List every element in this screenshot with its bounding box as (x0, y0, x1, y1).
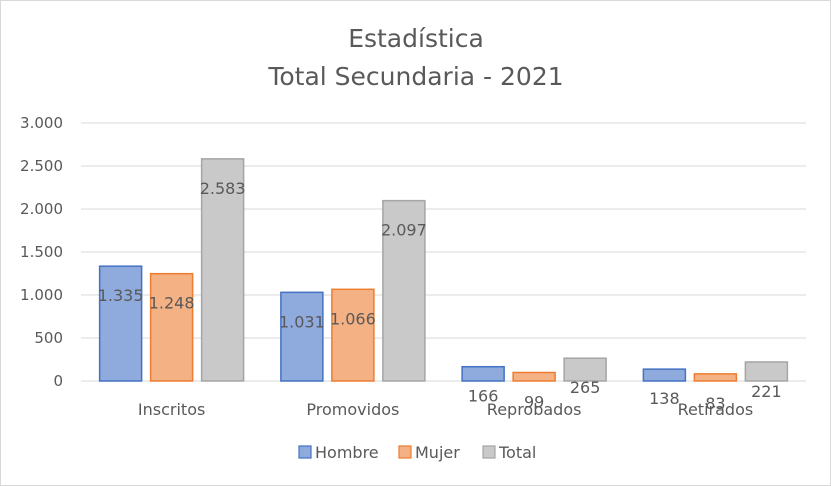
y-tick-label: 500 (34, 329, 63, 347)
chart-title-line-2: Total Secundaria - 2021 (267, 62, 563, 91)
legend: Hombre Mujer Total (298, 443, 536, 462)
y-tick-label: 2.500 (20, 157, 63, 175)
data-label: 138 (649, 389, 680, 408)
legend-label: Mujer (415, 443, 460, 462)
bar-total-retirados (744, 361, 789, 382)
data-label: 83 (705, 394, 725, 413)
y-axis-tick-labels: 0 500 1.000 1.500 2.000 2.500 3.000 (20, 114, 63, 390)
y-tick-label: 1.000 (20, 286, 63, 304)
bar-mujer-reprobados (512, 371, 556, 382)
legend-swatch-mujer (398, 445, 412, 459)
bar-hombre-reprobados (461, 365, 505, 382)
data-label: 221 (751, 382, 782, 401)
bar-mujer-inscritos (149, 272, 194, 382)
legend-swatch-hombre (298, 445, 312, 459)
data-label: 99 (524, 392, 544, 411)
data-label: 2.097 (381, 221, 427, 240)
y-tick-label: 1.500 (20, 243, 63, 261)
bars (98, 158, 789, 382)
bar-hombre-promovidos (280, 291, 324, 382)
y-tick-label: 2.000 (20, 200, 63, 218)
legend-label: Hombre (315, 443, 379, 462)
data-label: 1.066 (330, 309, 376, 328)
category-labels: Inscritos Promovidos Reprobados Retirados (138, 400, 753, 419)
category-label: Reprobados (487, 400, 582, 419)
category-label: Inscritos (138, 400, 205, 419)
bar-mujer-retirados (693, 373, 738, 382)
data-label: 2.583 (200, 179, 246, 198)
legend-label: Total (498, 443, 536, 462)
bar-total-inscritos (200, 158, 245, 382)
bar-hombre-retirados (642, 368, 687, 382)
bar-mujer-promovidos (331, 288, 375, 382)
y-tick-label: 0 (53, 372, 63, 390)
data-label: 1.248 (149, 294, 195, 313)
legend-swatch-total (482, 445, 496, 459)
data-label: 166 (468, 387, 499, 406)
category-label: Retirados (678, 400, 754, 419)
chart-title-line-1: Estadística (348, 24, 484, 53)
data-label: 265 (570, 378, 601, 397)
category-label: Promovidos (306, 400, 399, 419)
y-tick-label: 3.000 (20, 114, 63, 132)
bar-total-promovidos (382, 199, 426, 382)
data-label: 1.031 (279, 312, 325, 331)
data-labels: 1.335 1.248 2.583 1.031 1.066 2.097 166 99 265 13… (98, 179, 782, 413)
bar-hombre-inscritos (98, 265, 143, 382)
data-label: 1.335 (98, 286, 144, 305)
bar-total-reprobados (563, 357, 607, 382)
